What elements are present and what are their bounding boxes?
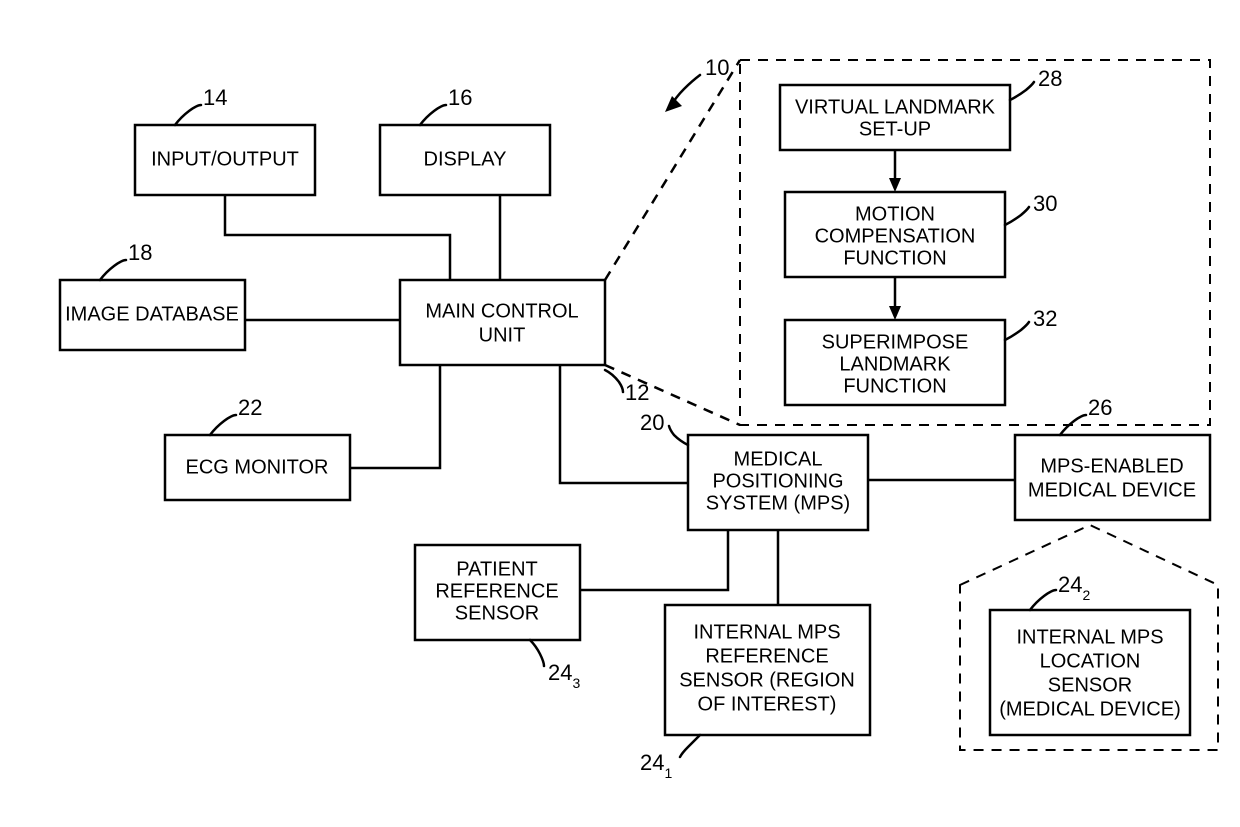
node-intref: INTERNAL MPS REFERENCE SENSOR (REGION OF… — [665, 605, 870, 735]
svg-text:26: 26 — [1088, 395, 1112, 420]
ref-16: 16 — [420, 85, 472, 125]
svg-text:FUNCTION: FUNCTION — [843, 247, 946, 269]
node-intloc: INTERNAL MPS LOCATION SENSOR (MEDICAL DE… — [990, 610, 1190, 735]
svg-text:14: 14 — [203, 85, 227, 110]
svg-text:10: 10 — [705, 55, 729, 80]
ref-18: 18 — [100, 240, 152, 280]
svg-text:28: 28 — [1038, 66, 1062, 91]
svg-text:COMPENSATION: COMPENSATION — [815, 225, 976, 247]
svg-text:LANDMARK: LANDMARK — [839, 353, 951, 375]
ref-28: 28 — [1010, 66, 1062, 100]
node-vls: VIRTUAL LANDMARK SET-UP — [780, 85, 1010, 150]
svg-text:UNIT: UNIT — [479, 324, 526, 346]
svg-text:12: 12 — [625, 380, 649, 405]
ref-30: 30 — [1005, 191, 1057, 225]
svg-text:POSITIONING: POSITIONING — [712, 470, 843, 492]
edge-main-mps — [560, 365, 688, 483]
svg-text:INPUT/OUTPUT: INPUT/OUTPUT — [151, 148, 299, 170]
svg-text:SENSOR: SENSOR — [455, 602, 539, 624]
ref-24-3: 243 — [530, 640, 580, 691]
svg-text:SENSOR: SENSOR — [1048, 674, 1132, 696]
ref-26: 26 — [1060, 395, 1112, 435]
svg-text:REFERENCE: REFERENCE — [435, 580, 558, 602]
svg-text:SYSTEM (MPS): SYSTEM (MPS) — [706, 492, 850, 514]
svg-text:20: 20 — [640, 410, 664, 435]
node-mpsdev: MPS-ENABLED MEDICAL DEVICE — [1015, 435, 1210, 520]
svg-text:(MEDICAL DEVICE): (MEDICAL DEVICE) — [999, 698, 1181, 720]
arrow-mcf-slf — [889, 277, 901, 320]
node-mps: MEDICAL POSITIONING SYSTEM (MPS) — [688, 435, 868, 530]
node-display: DISPLAY — [380, 125, 550, 195]
node-main: MAIN CONTROL UNIT — [400, 280, 605, 365]
svg-text:INTERNAL MPS: INTERNAL MPS — [693, 621, 840, 643]
svg-text:241: 241 — [640, 750, 672, 781]
node-ecg: ECG MONITOR — [165, 435, 350, 500]
arrow-vls-mcf — [889, 150, 901, 192]
svg-text:ECG MONITOR: ECG MONITOR — [186, 456, 329, 478]
svg-text:INTERNAL MPS: INTERNAL MPS — [1016, 626, 1163, 648]
node-prs: PATIENT REFERENCE SENSOR — [415, 545, 580, 640]
svg-text:MOTION: MOTION — [855, 203, 935, 225]
edge-main-group-top — [605, 60, 740, 280]
svg-text:32: 32 — [1033, 306, 1057, 331]
svg-text:SENSOR (REGION: SENSOR (REGION — [679, 669, 855, 691]
ref-22: 22 — [210, 395, 262, 435]
ref-14: 14 — [175, 85, 227, 125]
svg-text:242: 242 — [1058, 572, 1090, 603]
svg-text:18: 18 — [128, 240, 152, 265]
svg-text:MPS-ENABLED: MPS-ENABLED — [1040, 455, 1183, 477]
svg-text:SET-UP: SET-UP — [859, 118, 931, 140]
svg-text:243: 243 — [548, 660, 580, 691]
svg-text:PATIENT: PATIENT — [456, 558, 537, 580]
node-slf: SUPERIMPOSE LANDMARK FUNCTION — [785, 320, 1005, 405]
node-imgdb: IMAGE DATABASE — [60, 280, 245, 350]
svg-text:OF INTEREST): OF INTEREST) — [698, 693, 837, 715]
svg-text:MEDICAL DEVICE: MEDICAL DEVICE — [1028, 479, 1196, 501]
ref-24-1: 241 — [640, 735, 700, 781]
svg-text:IMAGE DATABASE: IMAGE DATABASE — [65, 303, 239, 325]
ref-32: 32 — [1005, 306, 1057, 340]
svg-text:22: 22 — [238, 395, 262, 420]
edge-main-ecg — [350, 365, 440, 468]
node-io: INPUT/OUTPUT — [135, 125, 315, 195]
ref-24-2: 242 — [1030, 572, 1090, 610]
svg-text:SUPERIMPOSE: SUPERIMPOSE — [822, 331, 969, 353]
svg-text:DISPLAY: DISPLAY — [424, 148, 507, 170]
svg-text:LOCATION: LOCATION — [1040, 650, 1141, 672]
svg-text:MAIN CONTROL: MAIN CONTROL — [425, 300, 578, 322]
edge-io-main — [225, 195, 450, 280]
block-diagram: INPUT/OUTPUT DISPLAY IMAGE DATABASE MAIN… — [0, 0, 1240, 827]
svg-text:REFERENCE: REFERENCE — [705, 645, 828, 667]
svg-text:MEDICAL: MEDICAL — [734, 448, 823, 470]
node-mcf: MOTION COMPENSATION FUNCTION — [785, 192, 1005, 277]
edge-mps-prs — [580, 530, 728, 590]
ref-10: 10 — [665, 55, 729, 112]
svg-text:16: 16 — [448, 85, 472, 110]
svg-text:VIRTUAL LANDMARK: VIRTUAL LANDMARK — [795, 96, 996, 118]
svg-text:FUNCTION: FUNCTION — [843, 375, 946, 397]
svg-text:30: 30 — [1033, 191, 1057, 216]
ref-20: 20 — [640, 410, 688, 445]
